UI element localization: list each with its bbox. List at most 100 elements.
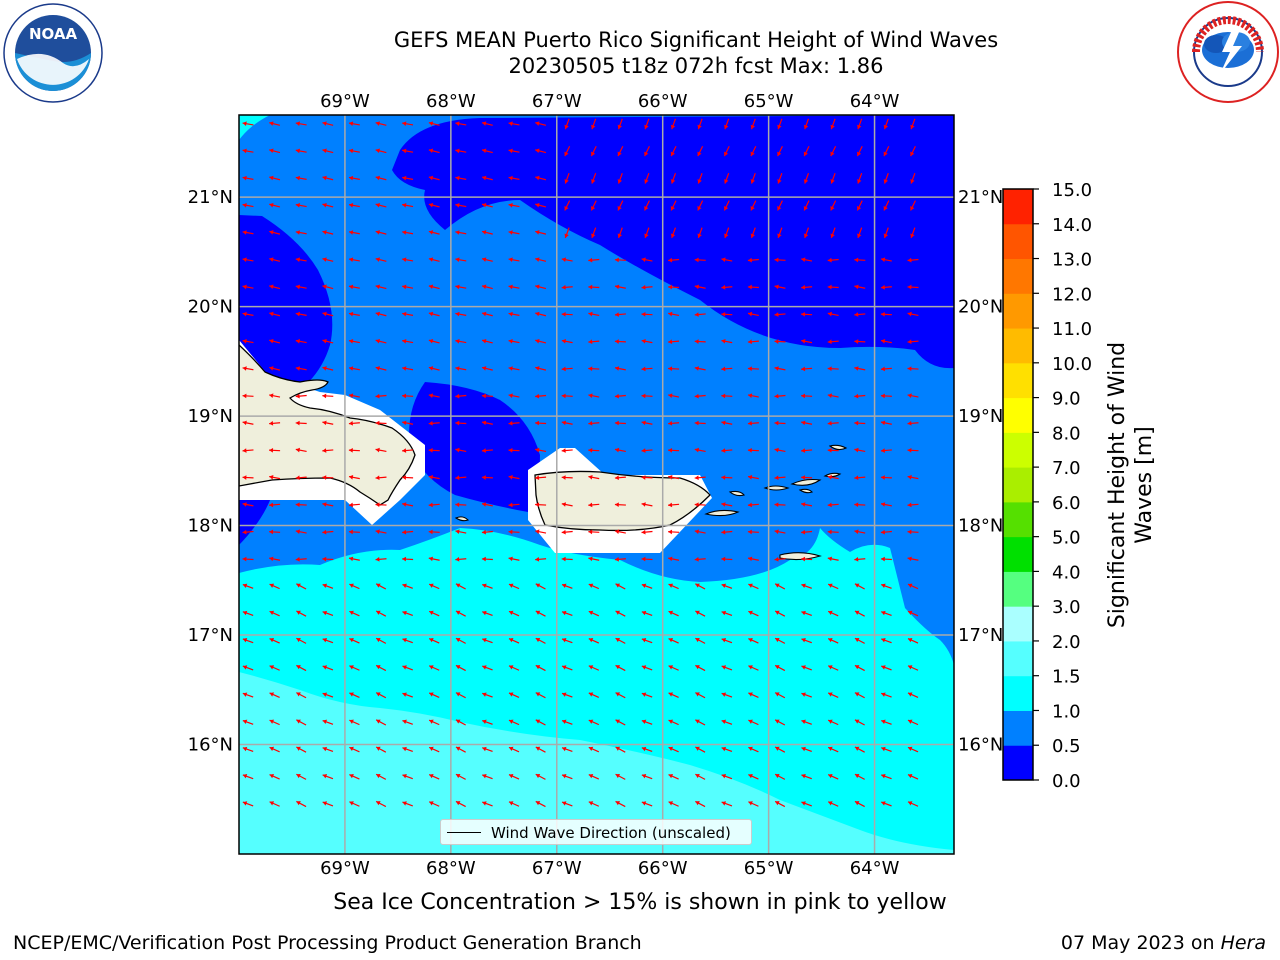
wave-direction-arrow	[880, 339, 892, 344]
wave-direction-arrow	[561, 502, 573, 507]
wave-direction-arrow	[561, 285, 573, 290]
wave-direction-arrow	[428, 257, 440, 262]
wave-direction-arrow	[242, 175, 254, 181]
wave-direction-arrow	[670, 227, 677, 239]
wave-direction-arrow	[242, 583, 254, 589]
wave-direction-arrow	[322, 393, 334, 399]
wave-direction-arrow	[907, 257, 919, 263]
wave-direction-arrow	[375, 664, 387, 672]
wave-direction-arrow	[881, 610, 892, 617]
wave-direction-arrow	[827, 638, 839, 644]
wave-direction-arrow	[774, 719, 786, 726]
lon-tick-label-top: 68°W	[426, 91, 476, 112]
wave-direction-arrow	[801, 801, 812, 807]
wave-direction-arrow	[880, 448, 892, 453]
wave-direction-arrow	[907, 421, 919, 426]
wave-direction-arrow	[375, 121, 387, 126]
wave-direction-arrow	[269, 502, 281, 508]
wave-direction-arrow	[428, 719, 440, 726]
lon-tick-label-bottom: 68°W	[426, 858, 476, 879]
wave-direction-arrow	[535, 637, 546, 644]
wave-direction-arrow	[402, 692, 413, 698]
wave-direction-arrow	[591, 173, 597, 184]
wave-direction-arrow	[588, 393, 600, 398]
wave-direction-arrow	[402, 121, 414, 126]
wave-direction-arrow	[295, 529, 307, 534]
wave-direction-arrow	[375, 800, 387, 808]
wave-direction-arrow	[668, 311, 680, 317]
wave-direction-arrow	[402, 774, 413, 780]
colorbar-tick-label: 9.0	[1052, 389, 1081, 410]
wave-direction-arrow	[269, 421, 281, 426]
wave-direction-arrow	[747, 339, 759, 345]
wave-direction-arrow	[748, 774, 759, 780]
wave-direction-arrow	[428, 665, 440, 671]
wave-direction-arrow	[428, 774, 440, 780]
wave-direction-arrow	[508, 556, 520, 562]
wave-direction-arrow	[428, 230, 440, 235]
wave-direction-arrow	[881, 638, 892, 644]
wave-direction-arrow	[694, 557, 706, 562]
colorbar-tick-label: 10.0	[1052, 354, 1092, 375]
wave-direction-arrow	[375, 583, 387, 590]
wave-direction-arrow	[614, 529, 626, 534]
footer-host: Hera	[1220, 932, 1266, 954]
wave-direction-arrow	[695, 800, 706, 808]
wave-direction-arrow	[801, 311, 813, 317]
wave-direction-arrow	[854, 610, 865, 617]
wave-direction-arrow	[668, 746, 679, 753]
lat-tick-label-left: 17°N	[188, 625, 233, 646]
colorbar-tick-label: 6.0	[1052, 493, 1081, 514]
wave-direction-arrow	[774, 312, 786, 317]
wave-direction-arrow	[455, 121, 467, 126]
colorbar-swatch	[1003, 745, 1033, 781]
wave-direction-arrow	[880, 366, 892, 372]
wave-direction-arrow	[614, 475, 626, 481]
wave-direction-arrow	[750, 118, 756, 130]
wave-direction-arrow	[670, 173, 677, 184]
wave-direction-arrow	[590, 200, 597, 211]
wave-direction-arrow	[269, 393, 281, 398]
wave-direction-arrow	[641, 638, 653, 644]
wave-direction-arrow	[854, 746, 865, 753]
wave-direction-arrow	[774, 475, 786, 481]
wave-direction-arrow	[508, 801, 520, 807]
wave-direction-arrow	[854, 719, 865, 726]
wave-direction-arrow	[535, 284, 547, 290]
wave-direction-arrow	[349, 774, 360, 780]
wave-direction-arrow	[242, 529, 254, 535]
wave-direction-arrow	[508, 311, 520, 317]
wave-direction-arrow	[455, 311, 467, 317]
wave-direction-arrow	[588, 801, 600, 807]
wave-direction-arrow	[535, 475, 547, 481]
wave-direction-arrow	[561, 339, 573, 344]
wave-direction-arrow	[322, 448, 334, 453]
wave-direction-arrow	[375, 746, 387, 753]
wave-direction-arrow	[322, 692, 334, 698]
wave-direction-arrow	[854, 366, 866, 371]
wave-direction-arrow	[508, 529, 520, 535]
wave-direction-arrow	[668, 284, 680, 290]
wave-direction-arrow	[296, 800, 307, 808]
wave-direction-arrow	[721, 801, 733, 807]
wave-direction-arrow	[296, 746, 307, 753]
wave-direction-arrow	[561, 583, 573, 589]
wave-direction-arrow	[724, 118, 730, 130]
wave-direction-arrow	[907, 610, 919, 617]
wave-direction-arrow	[269, 447, 281, 453]
lat-tick-label-left: 20°N	[188, 297, 233, 318]
wave-direction-arrow	[881, 774, 892, 780]
wave-direction-arrow	[721, 257, 733, 262]
wave-direction-arrow	[322, 121, 334, 126]
wave-direction-arrow	[242, 448, 254, 453]
lat-tick-label-left: 18°N	[188, 516, 233, 537]
wave-direction-arrow	[535, 420, 547, 426]
lon-tick-label-bottom: 66°W	[638, 858, 688, 879]
wave-direction-arrow	[402, 665, 413, 671]
wave-direction-arrow	[668, 610, 679, 617]
wave-direction-arrow	[481, 556, 493, 562]
wave-direction-arrow	[588, 719, 600, 726]
wave-direction-arrow	[375, 148, 387, 154]
wave-direction-arrow	[269, 801, 280, 807]
land-puerto-rico	[528, 448, 712, 553]
